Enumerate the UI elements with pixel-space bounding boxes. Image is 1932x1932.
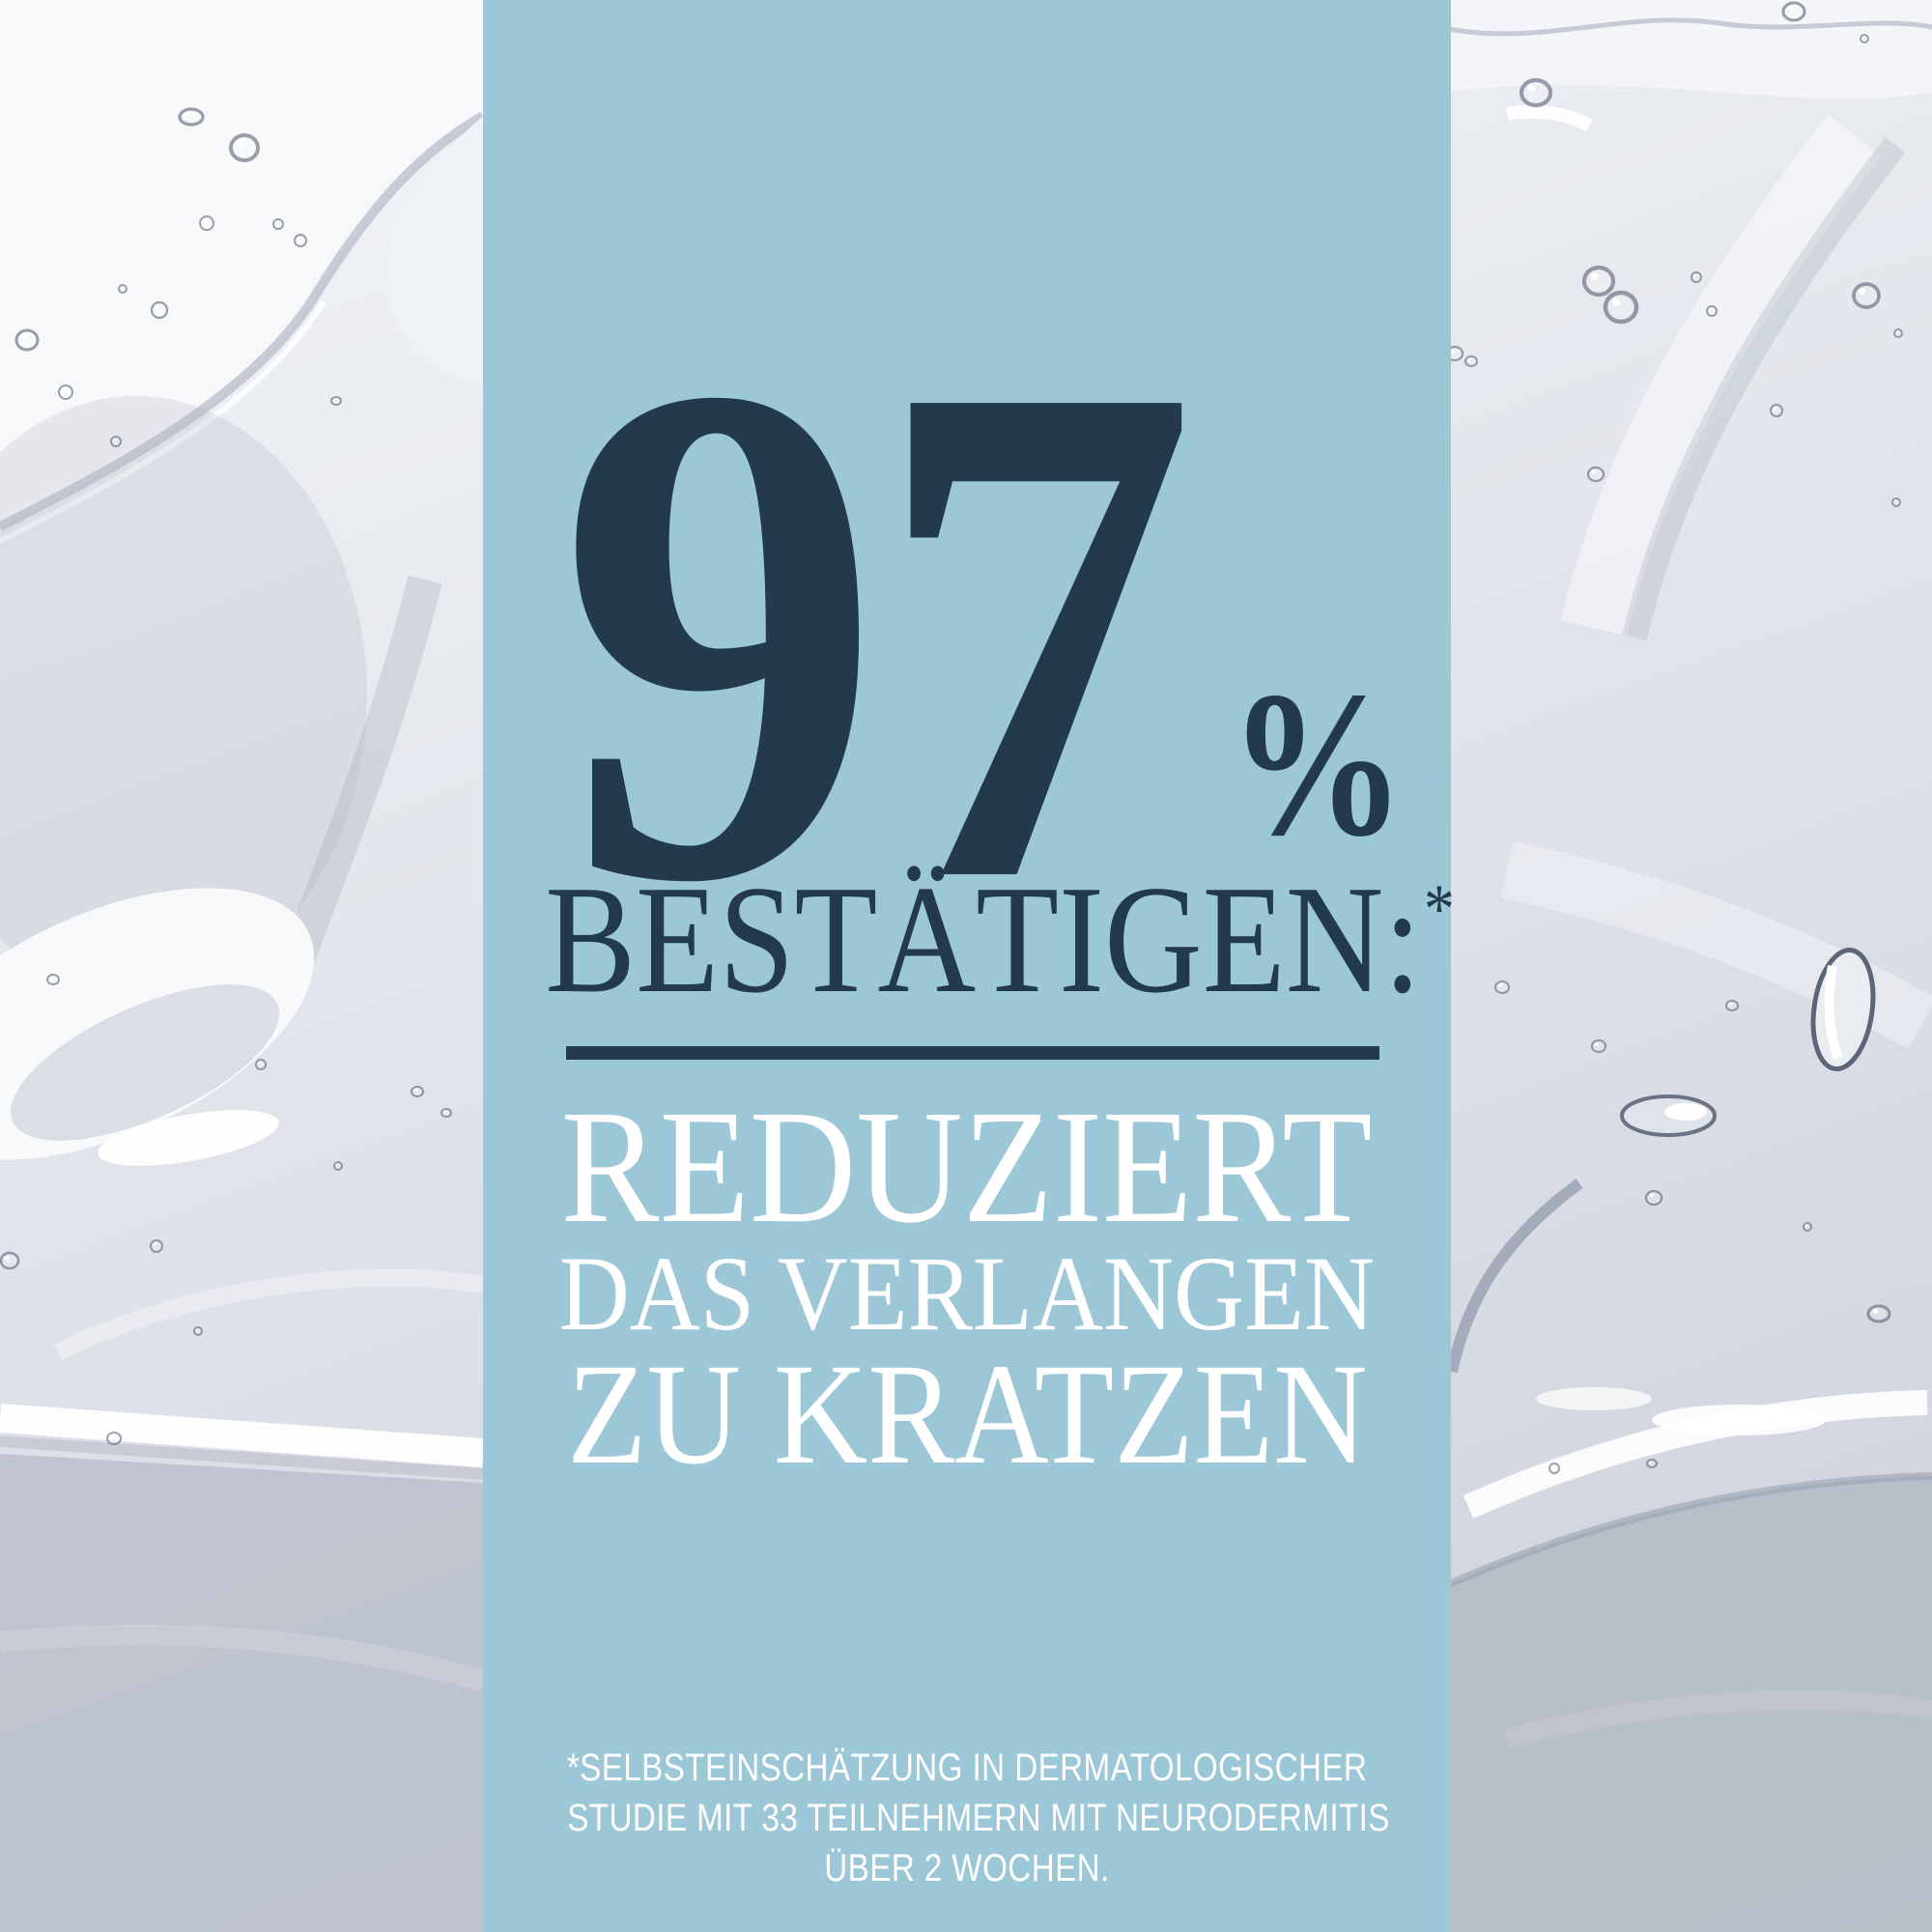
- gel-soft-band-left: [0, 1624, 487, 1691]
- stat-value: 97: [558, 234, 1198, 1031]
- gel-dark-edge-right: [1447, 1472, 1932, 1588]
- gel-fold-left: [386, 116, 483, 386]
- claim-line-2: DAS VERLANGEN: [558, 1235, 1376, 1352]
- stat-panel: 97 % BESTÄTIGEN:* REDUZIERT DAS VERLANGE…: [483, 0, 1455, 1932]
- gel-foam-blob-2: [1536, 1387, 1652, 1410]
- claim-line-3: ZU KRATZEN: [566, 1334, 1368, 1494]
- gel-shadow-left: [0, 396, 367, 995]
- gel-glossy-bubble: [1620, 1094, 1717, 1137]
- footnote-marker: *: [1424, 869, 1455, 948]
- gel-gloss-core-left: [10, 984, 280, 1141]
- disclaimer: *SELBSTEINSCHÄTZUNG IN DERMATOLOGISCHER …: [483, 1743, 1451, 1893]
- gel-elongated-droplet: [1810, 947, 1876, 1072]
- disclaimer-line-3: ÜBER 2 WOCHEN.: [824, 1847, 1110, 1889]
- gel-white-blob-left: [98, 1110, 279, 1166]
- gel-wave-line-right: [1448, 17, 1932, 37]
- gel-ridge-shadow-left: [0, 111, 486, 531]
- disclaimer-line-2: STUDIE MIT 33 TEILNEHMERN MIT NEURODERMI…: [567, 1797, 1390, 1839]
- gel-soft-band-right: [1504, 1690, 1932, 1748]
- gel-foam-blob-1: [1652, 1405, 1826, 1435]
- gel-streak-left: [0, 1404, 485, 1467]
- gel-fold-curve-right: [1446, 1179, 1583, 1374]
- gel-streak-shadow-left: [0, 1435, 484, 1480]
- gel-highlight-topright: [1449, 0, 1932, 99]
- headline-underline: [566, 1046, 1379, 1060]
- disclaimer-line-1: *SELBSTEINSCHÄTZUNG IN DERMATOLOGISCHER: [566, 1747, 1368, 1789]
- gel-ridge-highlight-left: [0, 299, 327, 544]
- headline: BESTÄTIGEN:*: [483, 862, 1455, 1016]
- claim-line-1: REDUZIERT: [560, 1077, 1374, 1257]
- gel-ridge-shadow-right: [1622, 137, 1906, 640]
- gel-arc-highlight-left: [53, 1268, 485, 1361]
- gel-highlight-topleft: [0, 0, 483, 526]
- gel-dark-bottom-left: [0, 1454, 483, 1932]
- gel-ridge-highlight-right: [1560, 114, 1882, 637]
- headline-text: BESTÄTIGEN:: [545, 853, 1422, 1025]
- gel-crease-left: [278, 575, 442, 973]
- gel-streak-topright: [1505, 104, 1593, 132]
- percent-sign: %: [1229, 648, 1406, 879]
- gel-bubbles: [0, 1, 1903, 1474]
